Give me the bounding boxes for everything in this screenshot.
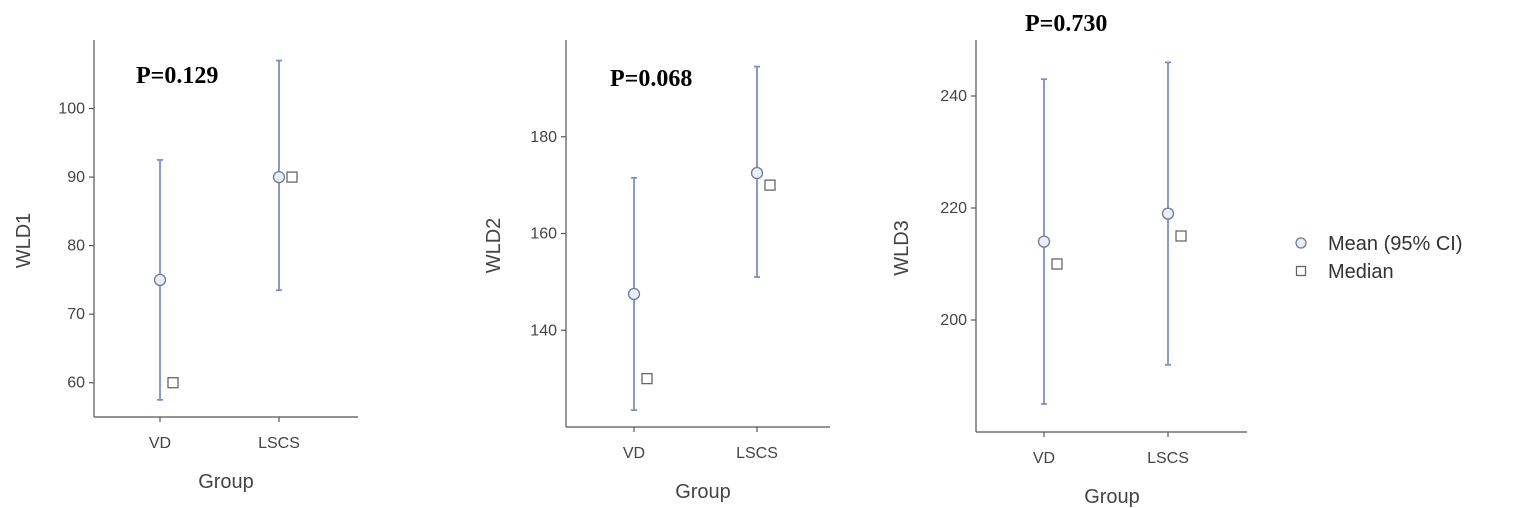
mean-marker-vd	[1037, 235, 1051, 248]
p-value-annotation: P=0.068	[610, 66, 692, 92]
mean-marker-vd	[627, 287, 641, 301]
median-marker-vd	[167, 377, 179, 389]
y-tick-label: 200	[940, 312, 967, 329]
y-axis-title: WLD3	[891, 220, 913, 276]
chart-panel-3: 200 220 240 VD LSCS Group WLD3 P=0.730	[891, 11, 1247, 508]
x-tick-label: LSCS	[736, 445, 778, 462]
p-value-annotation: P=0.129	[136, 63, 218, 89]
y-axis-title: WLD1	[13, 213, 35, 269]
p-value-annotation: P=0.730	[1025, 11, 1107, 37]
median-marker-vd	[1051, 258, 1063, 270]
x-axis-title: Group	[198, 471, 254, 493]
mean-marker-lscs	[1161, 207, 1175, 220]
mean-marker-lscs	[750, 166, 764, 180]
legend: Mean (95% CI) Median	[1295, 233, 1463, 283]
x-axis-title: Group	[1084, 486, 1140, 508]
median-marker-vd	[641, 372, 653, 385]
chart-panel-1: 60 70 80 90 100 VD LSCS Group WLD1 P=0.129	[13, 40, 358, 493]
chart-panel-2: 140 160 180 VD LSCS Group WLD2 P=0.068	[483, 40, 830, 503]
median-marker-lscs	[286, 171, 298, 183]
y-tick-label: 140	[530, 322, 557, 339]
median-marker-lscs	[764, 179, 776, 191]
x-tick-label: LSCS	[258, 435, 300, 452]
legend-mean-label: Mean (95% CI)	[1328, 233, 1463, 255]
y-tick-label: 60	[67, 375, 85, 392]
y-axis-title: WLD2	[483, 218, 505, 274]
legend-median-label: Median	[1328, 261, 1394, 283]
x-tick-label: LSCS	[1147, 450, 1189, 467]
y-tick-label: 80	[67, 238, 85, 255]
x-axis-title: Group	[675, 481, 731, 503]
y-tick-label: 220	[940, 200, 967, 217]
legend-mean-marker	[1295, 237, 1307, 249]
mean-marker-lscs	[272, 170, 286, 184]
median-marker-lscs	[1175, 230, 1187, 242]
y-tick-label: 100	[58, 101, 85, 118]
y-tick-label: 160	[530, 226, 557, 243]
y-tick-label: 90	[67, 169, 85, 186]
y-tick-label: 240	[940, 88, 967, 105]
mean-marker-vd	[153, 273, 167, 287]
legend-median-marker	[1295, 265, 1307, 277]
x-tick-label: VD	[1033, 450, 1055, 467]
y-tick-label: 70	[67, 306, 85, 323]
y-tick-label: 180	[530, 129, 557, 146]
x-tick-label: VD	[623, 445, 645, 462]
x-tick-label: VD	[149, 435, 171, 452]
